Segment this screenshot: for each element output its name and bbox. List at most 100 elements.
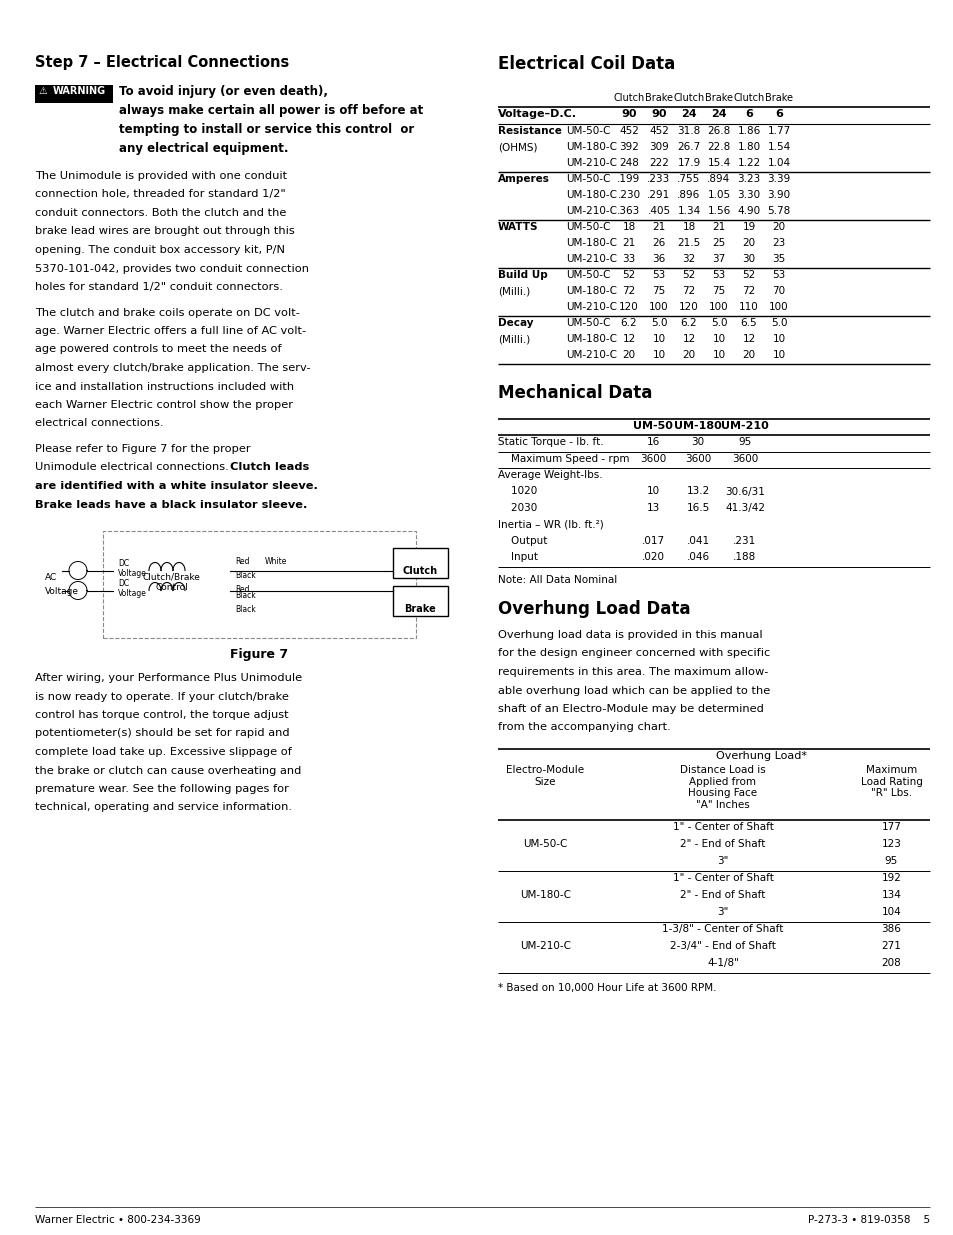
Text: Build Up: Build Up xyxy=(497,270,547,280)
Text: 52: 52 xyxy=(741,270,755,280)
Text: 10: 10 xyxy=(646,487,659,496)
Text: 26.7: 26.7 xyxy=(677,142,700,152)
Text: 35: 35 xyxy=(772,254,785,264)
Text: Amperes: Amperes xyxy=(497,174,549,184)
Text: Maximum
Load Rating
"R" Lbs.: Maximum Load Rating "R" Lbs. xyxy=(860,764,922,798)
Text: 20: 20 xyxy=(621,350,635,359)
Text: age. Warner Electric offers a full line of AC volt-: age. Warner Electric offers a full line … xyxy=(35,326,306,336)
Text: 6: 6 xyxy=(774,109,782,119)
Text: 18: 18 xyxy=(621,222,635,232)
Text: 5.78: 5.78 xyxy=(766,206,790,216)
Text: 33: 33 xyxy=(621,254,635,264)
Text: UM-180-C: UM-180-C xyxy=(565,190,617,200)
Text: Static Torque - lb. ft.: Static Torque - lb. ft. xyxy=(497,437,603,447)
Text: 5.0: 5.0 xyxy=(710,317,726,329)
Text: UM-180-C: UM-180-C xyxy=(565,287,617,296)
Text: 24: 24 xyxy=(710,109,726,119)
Text: WARNING: WARNING xyxy=(53,86,106,96)
Text: 1.34: 1.34 xyxy=(677,206,700,216)
Text: Brake: Brake xyxy=(404,604,436,614)
Text: for the design engineer concerned with specific: for the design engineer concerned with s… xyxy=(497,648,769,658)
Text: Brake: Brake xyxy=(704,93,732,103)
Text: 20: 20 xyxy=(741,350,755,359)
FancyBboxPatch shape xyxy=(35,85,112,103)
Text: 15.4: 15.4 xyxy=(706,158,730,168)
Text: 24: 24 xyxy=(680,109,696,119)
Text: 110: 110 xyxy=(739,303,758,312)
Text: 5370-101-042, provides two conduit connection: 5370-101-042, provides two conduit conne… xyxy=(35,263,309,273)
Text: DC
Voltage: DC Voltage xyxy=(118,558,147,578)
Text: 123: 123 xyxy=(881,839,901,848)
Text: 41.3/42: 41.3/42 xyxy=(724,503,764,513)
Text: (OHMS): (OHMS) xyxy=(497,142,537,152)
Text: .894: .894 xyxy=(706,174,730,184)
Text: Clutch: Clutch xyxy=(733,93,763,103)
Text: 1.77: 1.77 xyxy=(766,126,790,136)
Text: 21: 21 xyxy=(621,238,635,248)
Text: UM-50-C: UM-50-C xyxy=(565,270,610,280)
Text: Overhung Load Data: Overhung Load Data xyxy=(497,600,690,618)
Text: Unimodule electrical connections.: Unimodule electrical connections. xyxy=(35,462,233,473)
Text: UM-50-C: UM-50-C xyxy=(565,317,610,329)
Text: .188: .188 xyxy=(733,552,756,562)
Text: each Warner Electric control show the proper: each Warner Electric control show the pr… xyxy=(35,400,293,410)
Text: 31.8: 31.8 xyxy=(677,126,700,136)
Text: 20: 20 xyxy=(741,238,755,248)
Text: .405: .405 xyxy=(647,206,670,216)
Text: 95: 95 xyxy=(738,437,751,447)
Text: opening. The conduit box accessory kit, P/N: opening. The conduit box accessory kit, … xyxy=(35,245,285,254)
Text: UM-210: UM-210 xyxy=(720,421,768,431)
Text: .363: .363 xyxy=(617,206,640,216)
Text: ice and installation instructions included with: ice and installation instructions includ… xyxy=(35,382,294,391)
Text: from the accompanying chart.: from the accompanying chart. xyxy=(497,722,670,732)
Text: 192: 192 xyxy=(881,873,901,883)
Text: 53: 53 xyxy=(772,270,785,280)
Text: 104: 104 xyxy=(881,906,901,918)
Text: .233: .233 xyxy=(647,174,670,184)
Text: .755: .755 xyxy=(677,174,700,184)
Text: (Milli.): (Milli.) xyxy=(497,333,530,345)
Text: 1.54: 1.54 xyxy=(766,142,790,152)
Text: (Milli.): (Milli.) xyxy=(497,287,530,296)
Text: brake lead wires are brought out through this: brake lead wires are brought out through… xyxy=(35,226,294,236)
Text: 1020: 1020 xyxy=(497,487,537,496)
Text: complete load take up. Excessive slippage of: complete load take up. Excessive slippag… xyxy=(35,747,292,757)
Text: 52: 52 xyxy=(621,270,635,280)
Text: conduit connectors. Both the clutch and the: conduit connectors. Both the clutch and … xyxy=(35,207,286,219)
Text: .017: .017 xyxy=(640,536,664,546)
Text: 25: 25 xyxy=(712,238,725,248)
Text: ⚠: ⚠ xyxy=(39,86,48,96)
Text: Clutch: Clutch xyxy=(673,93,704,103)
Text: 10: 10 xyxy=(772,350,784,359)
Text: 10: 10 xyxy=(772,333,784,345)
Text: 1" - Center of Shaft: 1" - Center of Shaft xyxy=(672,873,773,883)
Text: 20: 20 xyxy=(772,222,784,232)
Text: 1.22: 1.22 xyxy=(737,158,760,168)
Text: The clutch and brake coils operate on DC volt-: The clutch and brake coils operate on DC… xyxy=(35,308,299,317)
Text: Red: Red xyxy=(234,557,250,566)
Text: 90: 90 xyxy=(651,109,666,119)
Text: .231: .231 xyxy=(733,536,756,546)
Text: premature wear. See the following pages for: premature wear. See the following pages … xyxy=(35,784,289,794)
Text: 5.0: 5.0 xyxy=(650,317,666,329)
Text: .046: .046 xyxy=(686,552,709,562)
Text: connection hole, threaded for standard 1/2": connection hole, threaded for standard 1… xyxy=(35,189,286,200)
Text: 70: 70 xyxy=(772,287,784,296)
Text: .020: .020 xyxy=(640,552,664,562)
Text: Overhung Load*: Overhung Load* xyxy=(716,751,806,761)
Text: 1.04: 1.04 xyxy=(766,158,790,168)
Text: Red: Red xyxy=(234,584,250,594)
Text: 10: 10 xyxy=(652,350,665,359)
Text: 452: 452 xyxy=(648,126,668,136)
Text: tempting to install or service this control  or: tempting to install or service this cont… xyxy=(119,124,414,136)
Text: 6.2: 6.2 xyxy=(680,317,697,329)
Text: * Based on 10,000 Hour Life at 3600 RPM.: * Based on 10,000 Hour Life at 3600 RPM. xyxy=(497,983,716,993)
Text: 21: 21 xyxy=(652,222,665,232)
Text: Inertia – WR (lb. ft.²): Inertia – WR (lb. ft.²) xyxy=(497,520,603,530)
Text: Note: All Data Nominal: Note: All Data Nominal xyxy=(497,576,617,585)
Text: .896: .896 xyxy=(677,190,700,200)
Text: UM-50-C: UM-50-C xyxy=(565,126,610,136)
Text: 3600: 3600 xyxy=(731,453,758,463)
Text: Brake: Brake xyxy=(644,93,672,103)
Text: Distance Load is
Applied from
Housing Face
"A" Inches: Distance Load is Applied from Housing Fa… xyxy=(679,764,765,810)
